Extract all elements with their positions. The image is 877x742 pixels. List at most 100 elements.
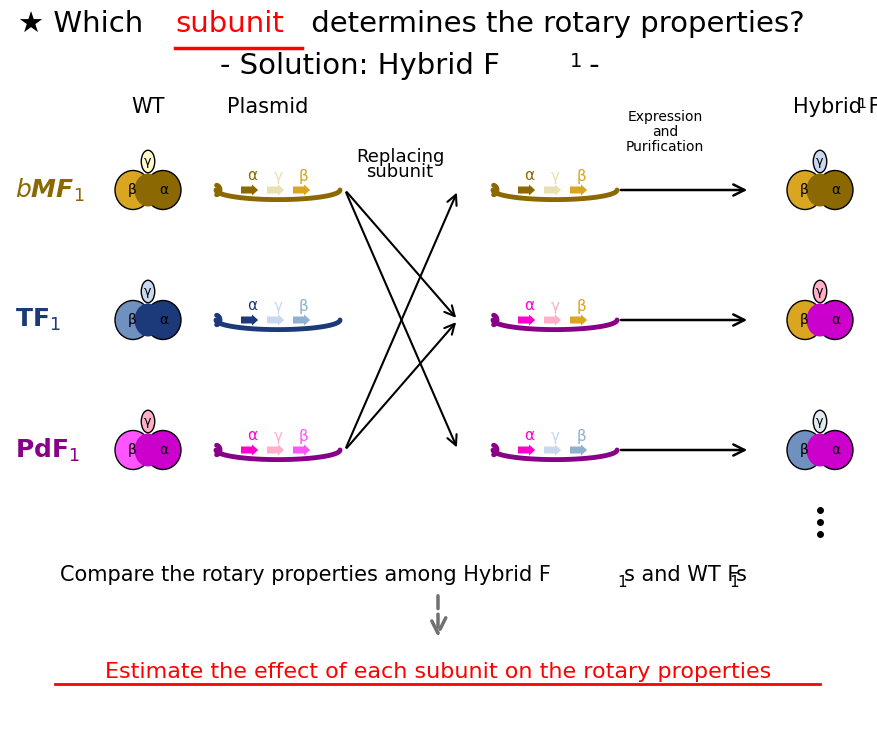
- Text: β: β: [128, 183, 137, 197]
- Text: α: α: [524, 298, 534, 314]
- Text: γ: γ: [816, 415, 824, 428]
- Ellipse shape: [134, 433, 161, 467]
- Text: 1: 1: [729, 575, 738, 590]
- FancyArrow shape: [518, 315, 535, 326]
- Ellipse shape: [141, 280, 154, 303]
- Text: β: β: [299, 298, 309, 314]
- FancyArrow shape: [241, 185, 258, 195]
- Ellipse shape: [787, 430, 823, 470]
- Text: ★ Which: ★ Which: [18, 10, 153, 38]
- Text: 1: 1: [570, 52, 582, 71]
- FancyArrow shape: [544, 315, 561, 326]
- Ellipse shape: [134, 174, 161, 206]
- Ellipse shape: [807, 303, 833, 337]
- Ellipse shape: [817, 430, 853, 470]
- Text: WT: WT: [132, 97, 165, 117]
- Text: 1: 1: [617, 575, 627, 590]
- Text: γ: γ: [816, 155, 824, 168]
- Text: TF$_1$: TF$_1$: [15, 307, 61, 333]
- Text: β: β: [299, 428, 309, 444]
- FancyArrow shape: [241, 315, 258, 326]
- Text: β: β: [800, 443, 809, 457]
- Ellipse shape: [141, 410, 154, 433]
- Text: γ: γ: [144, 285, 152, 298]
- Text: β: β: [800, 183, 809, 197]
- Text: s and WT F: s and WT F: [624, 565, 739, 585]
- Ellipse shape: [817, 301, 853, 340]
- Text: γ: γ: [144, 415, 152, 428]
- FancyArrow shape: [570, 315, 588, 326]
- Text: Expression: Expression: [627, 110, 702, 124]
- Ellipse shape: [145, 171, 181, 209]
- Text: α: α: [247, 298, 257, 314]
- Text: β: β: [576, 298, 586, 314]
- Ellipse shape: [134, 303, 161, 337]
- Text: γ: γ: [144, 155, 152, 168]
- Text: γ: γ: [816, 285, 824, 298]
- FancyArrow shape: [544, 444, 561, 456]
- Text: γ: γ: [551, 168, 560, 183]
- FancyArrow shape: [267, 315, 284, 326]
- FancyArrow shape: [293, 444, 310, 456]
- Ellipse shape: [813, 280, 827, 303]
- Ellipse shape: [817, 171, 853, 209]
- Text: Plasmid: Plasmid: [227, 97, 309, 117]
- Text: $b$MF$_1$: $b$MF$_1$: [15, 177, 84, 203]
- Text: α: α: [159, 443, 168, 457]
- Text: γ: γ: [551, 298, 560, 314]
- Text: β: β: [576, 168, 586, 183]
- Ellipse shape: [115, 430, 151, 470]
- Text: β: β: [576, 428, 586, 444]
- Text: Purification: Purification: [626, 140, 704, 154]
- Ellipse shape: [787, 301, 823, 340]
- Text: β: β: [128, 313, 137, 327]
- Text: - Solution: Hybrid F: - Solution: Hybrid F: [220, 52, 500, 80]
- Text: Hybrid F: Hybrid F: [793, 97, 877, 117]
- Ellipse shape: [813, 150, 827, 173]
- Text: and: and: [652, 125, 678, 139]
- Text: α: α: [524, 428, 534, 444]
- Text: α: α: [247, 428, 257, 444]
- Text: γ: γ: [274, 168, 282, 183]
- Ellipse shape: [115, 301, 151, 340]
- Text: α: α: [159, 183, 168, 197]
- Text: β: β: [800, 313, 809, 327]
- Text: Replacing: Replacing: [356, 148, 444, 166]
- Ellipse shape: [813, 410, 827, 433]
- Text: 1: 1: [857, 97, 866, 111]
- Text: α: α: [159, 313, 168, 327]
- Text: γ: γ: [551, 428, 560, 444]
- Text: s: s: [736, 565, 747, 585]
- Text: determines the rotary properties?: determines the rotary properties?: [302, 10, 804, 38]
- FancyArrow shape: [570, 444, 588, 456]
- Text: α: α: [831, 443, 840, 457]
- FancyArrow shape: [518, 444, 535, 456]
- FancyArrow shape: [293, 185, 310, 195]
- Ellipse shape: [145, 430, 181, 470]
- Ellipse shape: [787, 171, 823, 209]
- FancyArrow shape: [241, 444, 258, 456]
- Ellipse shape: [141, 150, 154, 173]
- FancyArrow shape: [570, 185, 588, 195]
- Text: α: α: [524, 168, 534, 183]
- Ellipse shape: [145, 301, 181, 340]
- Text: PdF$_1$: PdF$_1$: [15, 436, 80, 464]
- Ellipse shape: [115, 171, 151, 209]
- Text: β: β: [299, 168, 309, 183]
- Text: subunit: subunit: [367, 163, 433, 181]
- Text: β: β: [128, 443, 137, 457]
- FancyArrow shape: [518, 185, 535, 195]
- Ellipse shape: [807, 174, 833, 206]
- Text: α: α: [247, 168, 257, 183]
- Ellipse shape: [807, 433, 833, 467]
- Text: -: -: [580, 52, 600, 80]
- Text: γ: γ: [274, 428, 282, 444]
- Text: α: α: [831, 313, 840, 327]
- FancyArrow shape: [293, 315, 310, 326]
- FancyArrow shape: [267, 444, 284, 456]
- FancyArrow shape: [267, 185, 284, 195]
- Text: Compare the rotary properties among Hybrid F: Compare the rotary properties among Hybr…: [60, 565, 551, 585]
- Text: Estimate the effect of each subunit on the rotary properties: Estimate the effect of each subunit on t…: [105, 662, 771, 682]
- Text: γ: γ: [274, 298, 282, 314]
- FancyArrow shape: [544, 185, 561, 195]
